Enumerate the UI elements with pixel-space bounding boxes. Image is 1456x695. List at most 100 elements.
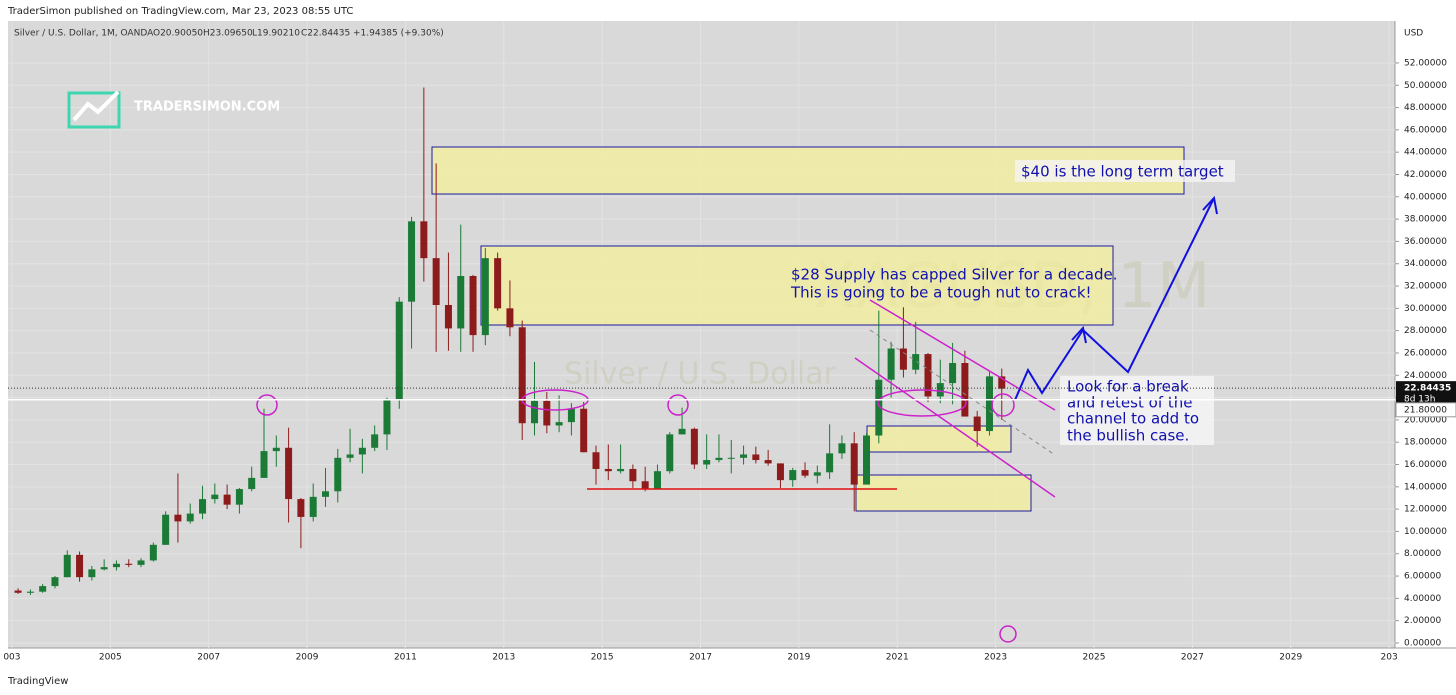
path-arrow bbox=[1014, 199, 1214, 401]
candle-body bbox=[260, 451, 268, 478]
candle-body bbox=[432, 258, 440, 305]
candle-body bbox=[678, 428, 686, 435]
x-tick-label: 2017 bbox=[689, 653, 712, 663]
candle-body bbox=[506, 308, 514, 328]
y-tick-label: 52.00000 bbox=[1404, 58, 1447, 68]
candle-body bbox=[39, 586, 47, 592]
candle-body bbox=[235, 489, 243, 505]
x-tick-label: 203 bbox=[1381, 653, 1398, 663]
candle-body bbox=[199, 499, 207, 514]
candle-body bbox=[137, 560, 145, 565]
candle-body bbox=[985, 376, 993, 432]
x-tick-label: 2029 bbox=[1279, 653, 1302, 663]
candle-body bbox=[949, 363, 957, 384]
event-icon bbox=[999, 625, 1017, 643]
candle-body bbox=[51, 577, 59, 587]
x-tick-label: 2007 bbox=[197, 653, 220, 663]
candle-body bbox=[444, 304, 452, 329]
candle-body bbox=[334, 457, 342, 492]
candle-body bbox=[494, 258, 502, 309]
line-price-tag bbox=[1395, 402, 1456, 418]
y-tick-label: 42.00000 bbox=[1404, 170, 1447, 180]
logo: TRADERSIMON.COM bbox=[67, 90, 280, 129]
label-bg bbox=[1060, 376, 1214, 445]
y-tick-label: 8.00000 bbox=[1404, 549, 1441, 559]
plot-bg bbox=[8, 21, 1395, 648]
x-tick-label: 003 bbox=[3, 653, 20, 663]
last-price-label: 22.84435 bbox=[1404, 384, 1451, 394]
y-tick-label: 24.00000 bbox=[1404, 371, 1447, 381]
candle-body bbox=[604, 468, 612, 472]
candle-body bbox=[531, 400, 539, 424]
candle-body bbox=[543, 400, 551, 426]
candle-body bbox=[961, 363, 969, 417]
x-tick-label: 2013 bbox=[492, 653, 515, 663]
arrow-head bbox=[1202, 195, 1218, 215]
y-tick-label: 20.00000 bbox=[1404, 415, 1447, 425]
candle-body bbox=[899, 348, 907, 370]
candle-body bbox=[727, 457, 735, 459]
annotation: This is going to be a tough nut to crack… bbox=[790, 284, 1092, 302]
candle-body bbox=[887, 348, 895, 380]
legend-open: O20.90050 bbox=[153, 29, 203, 39]
y-tick-label: 2.00000 bbox=[1404, 616, 1441, 626]
candle-body bbox=[100, 567, 108, 570]
candle-body bbox=[149, 544, 157, 561]
candle-body bbox=[272, 447, 280, 452]
watermark-name: Silver / U.S. Dollar bbox=[564, 357, 837, 392]
candle-body bbox=[629, 468, 637, 482]
candles bbox=[14, 87, 1006, 596]
candle-body bbox=[174, 514, 182, 522]
candle-body bbox=[813, 472, 821, 476]
annotation: $28 Supply has capped Silver for a decad… bbox=[791, 266, 1118, 284]
candle-body bbox=[76, 554, 84, 578]
candle-body bbox=[457, 275, 465, 329]
circle bbox=[256, 394, 278, 416]
y-tick-label: 18.00000 bbox=[1404, 438, 1447, 448]
y-tick-label: 38.00000 bbox=[1404, 215, 1447, 225]
candle-body bbox=[223, 494, 231, 505]
candle-body bbox=[912, 354, 920, 370]
annotation: Look for a break bbox=[1067, 378, 1189, 396]
candle-body bbox=[14, 590, 22, 593]
candle-body bbox=[875, 379, 883, 436]
y-tick-label: 14.00000 bbox=[1404, 482, 1447, 492]
candle-body bbox=[162, 514, 170, 545]
y-tick-label: 30.00000 bbox=[1404, 304, 1447, 314]
y-tick-label: 50.00000 bbox=[1404, 81, 1447, 91]
candle-body bbox=[998, 376, 1006, 389]
y-tick-label: 48.00000 bbox=[1404, 103, 1447, 113]
candle-body bbox=[395, 301, 403, 400]
candle-body bbox=[863, 435, 871, 485]
candle-body bbox=[186, 513, 194, 522]
candle-body bbox=[936, 383, 944, 397]
candle-body bbox=[740, 454, 748, 458]
annotation: and retest of the bbox=[1067, 394, 1192, 412]
y-axis-label: USD bbox=[1404, 29, 1423, 39]
x-tick-label: 2021 bbox=[886, 653, 909, 663]
candle-body bbox=[518, 327, 526, 424]
candle-body bbox=[88, 569, 96, 578]
x-tick-label: 2019 bbox=[787, 653, 810, 663]
candle-body bbox=[567, 408, 575, 423]
channel-line bbox=[869, 299, 1056, 411]
candle-body bbox=[408, 221, 416, 302]
x-tick-label: 2023 bbox=[984, 653, 1007, 663]
legend-symbol: Silver / U.S. Dollar, 1M, OANDA bbox=[14, 29, 154, 39]
y-tick-label: 6.00000 bbox=[1404, 572, 1441, 582]
zone bbox=[480, 245, 1114, 326]
candle-body bbox=[715, 457, 723, 461]
y-tick-label: 16.00000 bbox=[1404, 460, 1447, 470]
candle-body bbox=[838, 443, 846, 454]
candle-body bbox=[63, 554, 71, 578]
y-tick-label: 40.00000 bbox=[1404, 192, 1447, 202]
y-tick-label: 34.00000 bbox=[1404, 259, 1447, 269]
candle-body bbox=[789, 470, 797, 481]
candle-body bbox=[285, 447, 293, 500]
candle-body bbox=[358, 447, 366, 455]
legend-change: +1.94385 (+9.30%) bbox=[353, 29, 444, 39]
y-tick-label: 12.00000 bbox=[1404, 505, 1447, 515]
candle-body bbox=[690, 428, 698, 465]
x-tick-label: 2005 bbox=[99, 653, 122, 663]
